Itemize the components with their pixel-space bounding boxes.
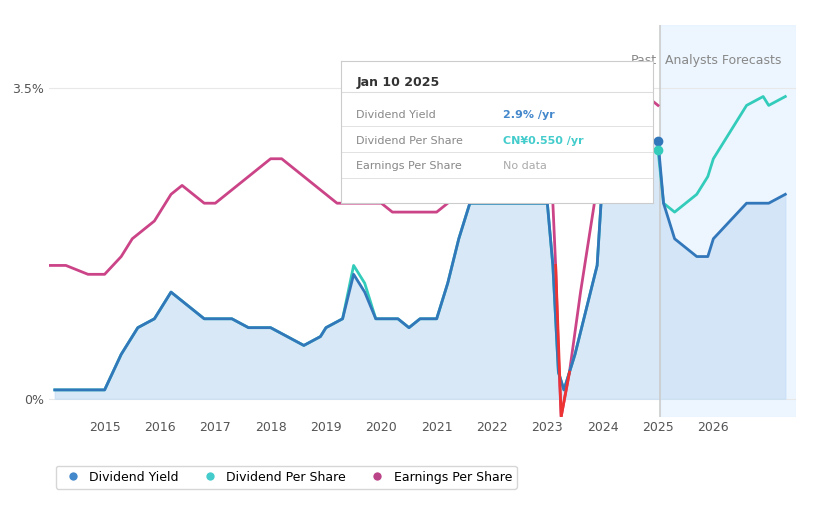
Legend: Dividend Yield, Dividend Per Share, Earnings Per Share: Dividend Yield, Dividend Per Share, Earn… bbox=[56, 465, 517, 489]
Text: Dividend Yield: Dividend Yield bbox=[356, 110, 436, 120]
Text: Earnings Per Share: Earnings Per Share bbox=[356, 161, 462, 171]
Text: Past: Past bbox=[631, 54, 657, 68]
Text: Jan 10 2025: Jan 10 2025 bbox=[356, 76, 439, 89]
Bar bbox=[660, 25, 796, 417]
Text: 2.9% /yr: 2.9% /yr bbox=[503, 110, 555, 120]
Text: Analysts Forecasts: Analysts Forecasts bbox=[665, 54, 782, 68]
Text: No data: No data bbox=[503, 161, 547, 171]
Text: Dividend Per Share: Dividend Per Share bbox=[356, 136, 463, 146]
Text: CN¥0.550 /yr: CN¥0.550 /yr bbox=[503, 136, 584, 146]
